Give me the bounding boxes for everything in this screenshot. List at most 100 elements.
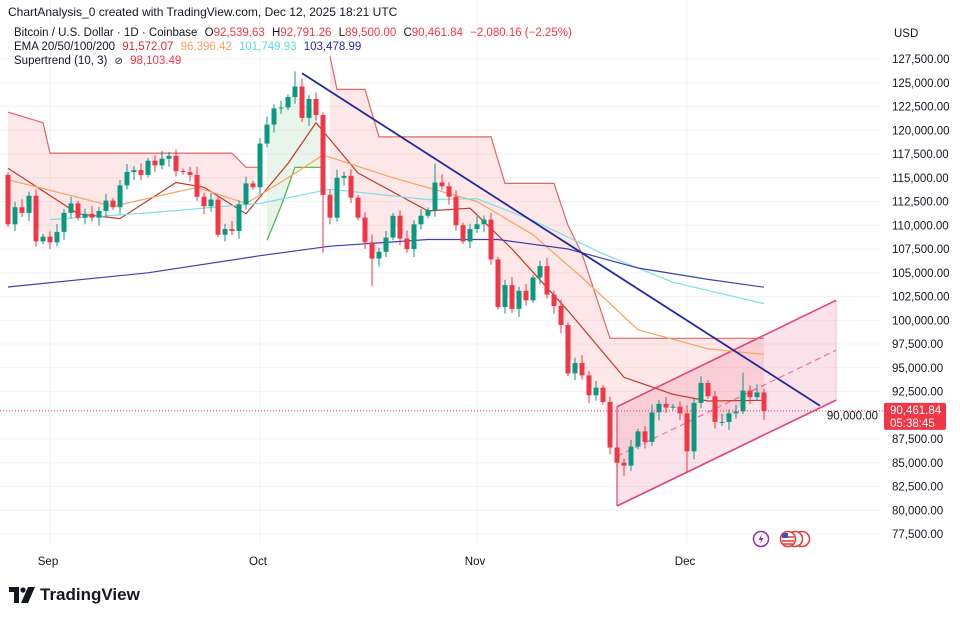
close-label: C bbox=[403, 27, 412, 39]
candle-body bbox=[656, 403, 662, 413]
candle bbox=[628, 439, 634, 471]
candle-body bbox=[502, 285, 508, 307]
tradingview-logo[interactable]: TradingView bbox=[9, 585, 140, 605]
supertrend-up-line bbox=[266, 166, 323, 241]
candle bbox=[397, 210, 403, 246]
candle bbox=[754, 384, 760, 402]
candle-body bbox=[530, 277, 536, 301]
candle-body bbox=[600, 387, 606, 402]
lightning-icon[interactable] bbox=[752, 530, 770, 548]
x-tick-label: Dec bbox=[675, 556, 696, 568]
supertrend-down-line bbox=[329, 56, 764, 339]
y-tick-label: 87,500.00 bbox=[892, 434, 943, 446]
y-tick-label: 120,000.00 bbox=[892, 125, 950, 137]
symbol-legend-row[interactable]: Bitcoin / U.S. Dollar · 1D · Coinbase O9… bbox=[14, 26, 576, 40]
candle bbox=[222, 223, 228, 242]
candle-body bbox=[131, 170, 137, 173]
candle bbox=[390, 213, 396, 241]
high-label: H bbox=[271, 27, 281, 39]
candle-body bbox=[677, 406, 683, 414]
candle-body bbox=[271, 108, 277, 125]
candle bbox=[621, 458, 627, 477]
supertrend-legend-row[interactable]: Supertrend (10, 3) ⊘ 98,103.49 bbox=[14, 54, 576, 69]
chart-event-icons bbox=[752, 530, 812, 550]
candle-body bbox=[327, 194, 333, 218]
ema200-value: 103,478.99 bbox=[303, 41, 362, 53]
candle-body bbox=[467, 229, 473, 242]
candle bbox=[411, 220, 417, 257]
y-tick-label: 77,500.00 bbox=[892, 529, 943, 541]
candle bbox=[229, 221, 235, 235]
ema-legend-row[interactable]: EMA 20/50/100/200 91,572.07 96,396.42 10… bbox=[14, 40, 576, 54]
channel-upper-line bbox=[616, 299, 837, 408]
candle-body bbox=[166, 155, 172, 159]
candle bbox=[208, 192, 214, 212]
candle bbox=[271, 104, 277, 133]
y-tick-label: 125,000.00 bbox=[892, 78, 950, 90]
y-tick-label: 105,000.00 bbox=[892, 268, 950, 280]
candle-body bbox=[26, 195, 32, 213]
y-tick-label: 102,500.00 bbox=[892, 292, 950, 304]
candle bbox=[705, 380, 711, 399]
candle bbox=[565, 322, 571, 377]
candle bbox=[320, 112, 326, 253]
candle-body bbox=[551, 294, 557, 306]
candle bbox=[166, 151, 172, 167]
candle bbox=[579, 355, 585, 380]
candle bbox=[138, 163, 144, 181]
currency-label[interactable]: USD bbox=[894, 28, 919, 40]
us-flag-event-icon[interactable] bbox=[779, 530, 811, 548]
candle-body bbox=[278, 107, 284, 109]
eye-off-icon[interactable]: ⊘ bbox=[114, 56, 123, 67]
candle-body bbox=[586, 375, 592, 396]
candle-body bbox=[243, 183, 249, 205]
candle-body bbox=[159, 158, 165, 166]
candle-body bbox=[481, 219, 487, 225]
candle bbox=[719, 413, 725, 426]
candle bbox=[145, 157, 151, 178]
close-value: 90,461.84 bbox=[411, 27, 463, 39]
candle bbox=[530, 274, 536, 303]
candle-body bbox=[635, 431, 641, 447]
y-tick-label: 82,500.00 bbox=[892, 482, 943, 494]
candle-body bbox=[173, 155, 179, 172]
candle bbox=[187, 166, 193, 182]
candle bbox=[425, 207, 431, 219]
candle-body bbox=[117, 185, 123, 208]
supertrend-value: 98,103.49 bbox=[130, 55, 182, 67]
candle bbox=[278, 100, 284, 114]
candle bbox=[96, 207, 102, 226]
candle-body bbox=[61, 212, 67, 232]
candle-body bbox=[488, 219, 494, 260]
candle bbox=[733, 404, 739, 419]
candle-body bbox=[82, 213, 88, 218]
candle-body bbox=[75, 203, 81, 218]
candle-body bbox=[390, 215, 396, 238]
candle bbox=[663, 397, 669, 413]
candle-body bbox=[187, 172, 193, 175]
candle-body bbox=[33, 195, 39, 242]
candle-body bbox=[124, 172, 130, 186]
y-tick-label: 80,000.00 bbox=[892, 505, 943, 517]
candle-body bbox=[292, 86, 298, 97]
y-tick-label: 115,000.00 bbox=[892, 173, 949, 185]
y-tick-label: 90,000.00 bbox=[827, 410, 878, 422]
supertrend-label: Supertrend (10, 3) bbox=[14, 55, 108, 67]
candle-body bbox=[12, 207, 18, 225]
change-value: −2,080.16 (−2.25%) bbox=[470, 27, 572, 39]
candle bbox=[761, 388, 767, 420]
candle bbox=[544, 258, 550, 299]
candle-body bbox=[537, 266, 543, 278]
candle bbox=[250, 180, 256, 190]
candle-body bbox=[684, 413, 690, 452]
candle-body bbox=[411, 224, 417, 249]
candle bbox=[285, 94, 291, 111]
candle-body bbox=[621, 462, 627, 466]
candle bbox=[54, 223, 60, 247]
candle bbox=[572, 357, 578, 381]
candle bbox=[747, 385, 753, 404]
ema-label: EMA 20/50/100/200 bbox=[14, 41, 116, 53]
supertrend-up-fill bbox=[267, 91, 323, 241]
